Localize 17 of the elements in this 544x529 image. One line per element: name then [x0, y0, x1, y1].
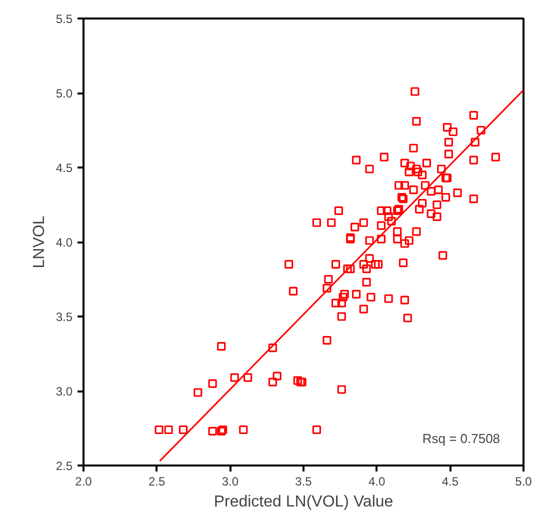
x-tick-label: 2.0 — [75, 474, 92, 488]
y-axis-title: LNVOL — [30, 216, 48, 268]
x-axis-title: Predicted LN(VOL) Value — [214, 494, 394, 510]
y-tick-label: 4.5 — [56, 161, 73, 175]
x-tick-label: 4.0 — [368, 474, 386, 488]
x-tick-label: 3.5 — [295, 474, 312, 488]
y-tick-label: 3.0 — [56, 384, 73, 398]
x-tick-label: 2.5 — [148, 474, 166, 488]
y-tick-label: 2.5 — [56, 459, 73, 473]
x-tick-label: 4.5 — [442, 474, 459, 488]
y-tick-label: 3.5 — [56, 310, 73, 324]
y-tick-label: 5.5 — [56, 12, 73, 26]
x-tick-label: 3.0 — [222, 474, 239, 488]
y-tick-label: 5.0 — [56, 86, 73, 100]
annotation: Rsq = 0.7508 — [422, 431, 500, 446]
x-tick-label: 5.0 — [515, 474, 532, 488]
y-tick-label: 4.0 — [56, 236, 73, 250]
